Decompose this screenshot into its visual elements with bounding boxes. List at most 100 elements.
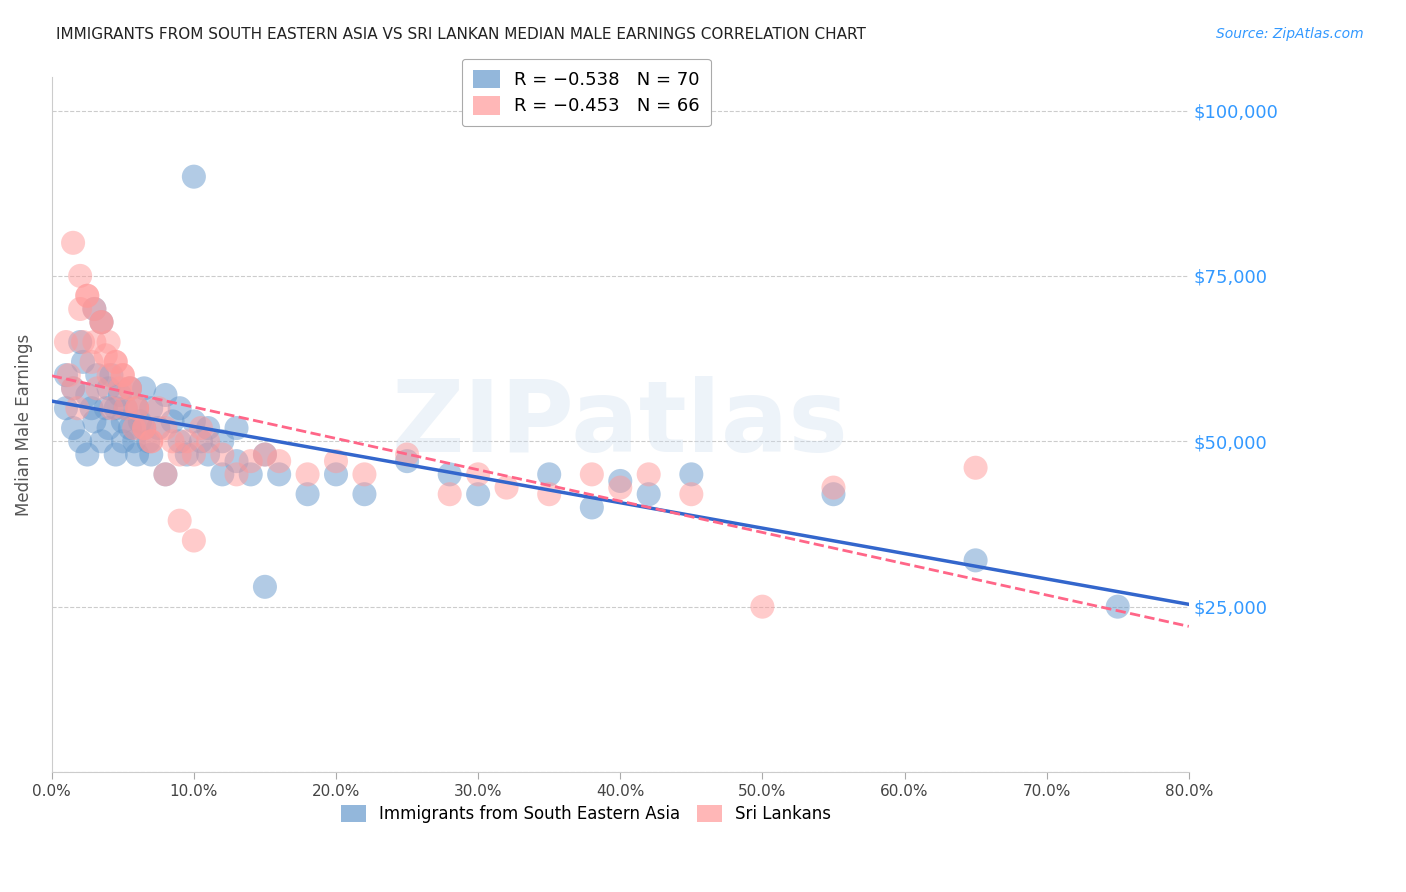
Point	[581, 500, 603, 515]
Point	[211, 448, 233, 462]
Point	[86, 381, 108, 395]
Legend: Immigrants from South Eastern Asia, Sri Lankans: Immigrants from South Eastern Asia, Sri …	[330, 795, 841, 833]
Point	[823, 487, 845, 501]
Point	[62, 235, 84, 250]
Point	[495, 481, 517, 495]
Point	[104, 401, 127, 416]
Point	[97, 334, 120, 349]
Point	[439, 487, 461, 501]
Point	[581, 467, 603, 482]
Point	[538, 467, 561, 482]
Point	[141, 434, 163, 449]
Point	[111, 368, 134, 383]
Point	[439, 467, 461, 482]
Point	[128, 414, 150, 428]
Point	[134, 421, 156, 435]
Point	[538, 487, 561, 501]
Point	[148, 401, 170, 416]
Point	[169, 401, 191, 416]
Point	[637, 467, 659, 482]
Point	[97, 381, 120, 395]
Point	[155, 388, 177, 402]
Point	[76, 388, 98, 402]
Point	[155, 467, 177, 482]
Point	[69, 268, 91, 283]
Point	[396, 448, 419, 462]
Point	[396, 454, 419, 468]
Point	[297, 467, 319, 482]
Point	[104, 355, 127, 369]
Point	[225, 454, 247, 468]
Point	[62, 381, 84, 395]
Point	[681, 487, 703, 501]
Point	[55, 368, 77, 383]
Point	[100, 368, 122, 383]
Point	[134, 421, 156, 435]
Point	[134, 421, 156, 435]
Point	[253, 448, 276, 462]
Point	[637, 487, 659, 501]
Point	[297, 487, 319, 501]
Point	[97, 421, 120, 435]
Text: Source: ZipAtlas.com: Source: ZipAtlas.com	[1216, 27, 1364, 41]
Point	[58, 368, 80, 383]
Point	[239, 467, 262, 482]
Point	[325, 454, 347, 468]
Point	[80, 355, 103, 369]
Point	[190, 434, 212, 449]
Point	[155, 467, 177, 482]
Point	[141, 401, 163, 416]
Point	[108, 388, 131, 402]
Point	[169, 514, 191, 528]
Point	[76, 289, 98, 303]
Point	[162, 434, 184, 449]
Point	[72, 355, 94, 369]
Point	[138, 434, 160, 449]
Point	[253, 448, 276, 462]
Y-axis label: Median Male Earnings: Median Male Earnings	[15, 334, 32, 516]
Point	[197, 448, 219, 462]
Point	[269, 454, 291, 468]
Point	[104, 448, 127, 462]
Point	[94, 401, 117, 416]
Point	[114, 401, 136, 416]
Point	[965, 553, 987, 567]
Point	[125, 401, 148, 416]
Point	[90, 434, 112, 449]
Text: ZIPatlas: ZIPatlas	[392, 376, 849, 474]
Point	[823, 481, 845, 495]
Point	[125, 401, 148, 416]
Point	[55, 334, 77, 349]
Point	[225, 421, 247, 435]
Point	[141, 448, 163, 462]
Point	[467, 467, 489, 482]
Point	[148, 421, 170, 435]
Point	[467, 487, 489, 501]
Point	[80, 401, 103, 416]
Point	[141, 434, 163, 449]
Point	[183, 414, 205, 428]
Point	[90, 315, 112, 329]
Point	[118, 381, 141, 395]
Point	[90, 315, 112, 329]
Point	[111, 414, 134, 428]
Point	[1107, 599, 1129, 614]
Point	[118, 381, 141, 395]
Point	[83, 414, 105, 428]
Point	[183, 533, 205, 548]
Point	[269, 467, 291, 482]
Point	[253, 580, 276, 594]
Point	[751, 599, 773, 614]
Point	[72, 334, 94, 349]
Point	[176, 434, 198, 449]
Point	[55, 401, 77, 416]
Point	[114, 401, 136, 416]
Point	[155, 421, 177, 435]
Point	[111, 434, 134, 449]
Point	[325, 467, 347, 482]
Point	[353, 487, 375, 501]
Point	[76, 289, 98, 303]
Point	[94, 348, 117, 362]
Point	[239, 454, 262, 468]
Point	[134, 381, 156, 395]
